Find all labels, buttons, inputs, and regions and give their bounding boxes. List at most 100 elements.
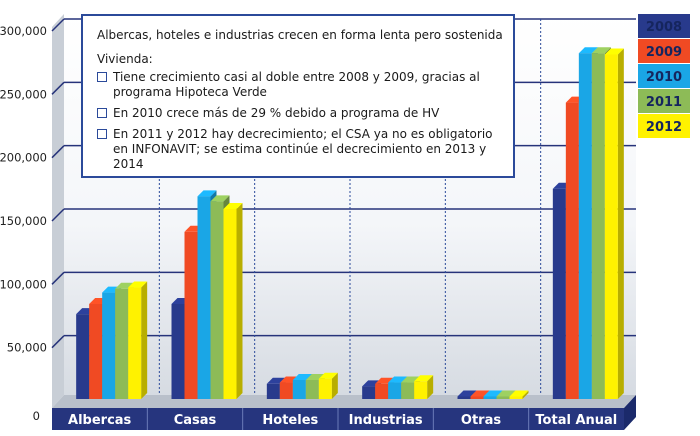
bar-front — [483, 396, 497, 399]
y-tick-label: 100,000 — [0, 277, 47, 291]
bar-top — [591, 47, 611, 54]
annotation-bullet-text: Tiene crecimiento casi al doble entre 20… — [113, 70, 480, 99]
bar-side — [617, 48, 624, 399]
bar-front — [565, 102, 579, 399]
legend-label: 2011 — [646, 95, 682, 110]
bar-top — [210, 195, 230, 202]
bar-top — [388, 376, 408, 383]
y-tick-label: 300,000 — [0, 24, 47, 38]
bar-front — [89, 304, 103, 399]
bar — [414, 375, 434, 399]
grid-line-diagonal — [51, 81, 65, 95]
annotation-bullet: En 2010 crece más de 29 % debido a progr… — [97, 106, 503, 121]
y-tick-label: 50,000 — [7, 341, 47, 355]
grid-line-diagonal — [51, 18, 65, 32]
bar — [604, 48, 624, 399]
legend-swatch — [638, 39, 690, 63]
legend-label: 2009 — [646, 45, 682, 60]
bar-front — [197, 196, 211, 399]
bar-side — [427, 375, 434, 399]
bar-front — [401, 382, 415, 399]
bar-front — [266, 383, 280, 399]
bar-top — [604, 48, 624, 55]
x-tick-label: Total Anual — [535, 413, 617, 428]
bar-side — [236, 203, 243, 399]
bar-front — [171, 304, 185, 399]
x-tick-label: Casas — [174, 413, 217, 428]
annotation-box: Albercas, hoteles e industrias crecen en… — [81, 14, 515, 178]
bar-top — [578, 47, 598, 54]
bar-front — [223, 209, 237, 399]
y-tick-label: 0 — [33, 409, 40, 423]
bars — [76, 47, 624, 399]
category-bar: Albercas Casas Hoteles Industrias Otras Total… — [52, 395, 636, 430]
x-tick-label: Hoteles — [262, 413, 318, 428]
bar-top — [128, 281, 148, 288]
legend-swatch — [638, 89, 690, 113]
bar-front — [604, 54, 618, 399]
bar-top — [509, 390, 529, 397]
annotation-subheading: Vivienda: — [97, 52, 153, 66]
bar-top — [197, 190, 217, 197]
bar-front — [279, 382, 293, 399]
bar — [223, 203, 243, 399]
bar-front — [305, 380, 319, 399]
bar-front — [375, 383, 389, 399]
y-tick-label: 250,000 — [0, 87, 47, 101]
grid-line-diagonal — [51, 271, 65, 285]
bar-top — [457, 390, 477, 397]
grid-line-diagonal — [51, 335, 65, 349]
grid-line-diagonal — [51, 145, 65, 159]
x-tick-label: Albercas — [68, 413, 132, 428]
bar-front — [362, 386, 376, 399]
legend-swatch — [638, 14, 690, 38]
annotation-bullet: En 2011 y 2012 hay decrecimiento; el CSA… — [97, 127, 503, 172]
y-tick-label: 200,000 — [0, 151, 47, 165]
bar-front — [457, 396, 471, 399]
bar-front — [552, 188, 566, 399]
bar-top — [496, 390, 516, 397]
annotation-bullet-text: En 2011 y 2012 hay decrecimiento; el CSA… — [113, 127, 493, 171]
bar-side — [141, 281, 148, 399]
bar — [128, 281, 148, 399]
annotation-bullet-text: En 2010 crece más de 29 % debido a progr… — [113, 106, 440, 120]
bar-top — [414, 375, 434, 382]
bar-front — [128, 287, 142, 399]
bar-front — [318, 378, 332, 399]
annotation-heading: Albercas, hoteles e industrias crecen en… — [97, 28, 503, 42]
x-tick-label: Otras — [461, 413, 501, 428]
bar-top — [223, 203, 243, 209]
bar-top — [483, 390, 503, 397]
bar-front — [102, 292, 116, 399]
legend-swatch — [638, 114, 690, 138]
bar-side — [331, 372, 338, 399]
legend-label: 2012 — [646, 120, 682, 135]
legend: 2008 2009 2010 2011 2012 — [638, 14, 690, 138]
bar-front — [210, 201, 224, 399]
bar-front — [578, 53, 592, 399]
side-wall — [52, 14, 64, 408]
y-axis-ticks: 300,000 250,000 200,000 150,000 100,000 50,00… — [0, 24, 47, 423]
x-tick-label: Industrias — [349, 413, 423, 428]
bar — [509, 390, 529, 399]
grid-line-diagonal — [51, 208, 65, 222]
y-tick-label: 150,000 — [0, 214, 47, 228]
bar-top — [292, 374, 312, 380]
checkbox-icon — [97, 72, 107, 82]
legend-label: 2008 — [646, 20, 682, 35]
bar-front — [76, 314, 90, 399]
legend-label: 2010 — [646, 70, 682, 85]
bar-front — [470, 396, 484, 399]
legend-swatch — [638, 64, 690, 88]
bar-side — [522, 390, 529, 399]
bar-front — [591, 53, 605, 399]
bar-front — [388, 382, 402, 399]
bar-top — [318, 372, 338, 379]
annotation-bullet: Tiene crecimiento casi al doble entre 20… — [97, 70, 503, 100]
bar — [318, 372, 338, 399]
bar-front — [414, 381, 428, 399]
bar-front — [496, 396, 510, 399]
bar-front — [115, 288, 129, 399]
bar-top — [470, 390, 490, 397]
bar-front — [184, 231, 198, 399]
